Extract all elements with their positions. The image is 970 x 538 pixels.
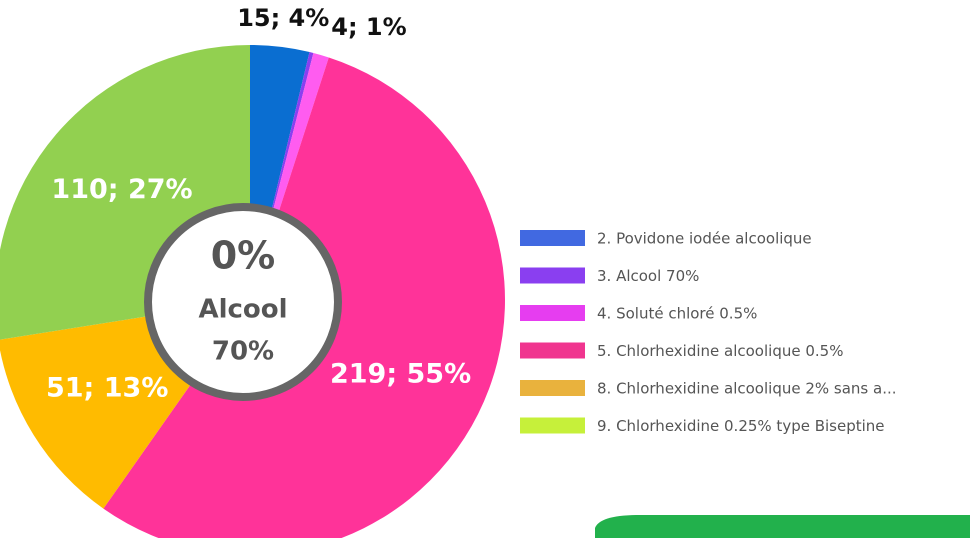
data-label: 219; 55% [330, 359, 471, 390]
data-label: 15; 4% [237, 4, 329, 32]
legend-swatch [520, 305, 585, 321]
decor-shape [595, 515, 970, 538]
legend-label: 3. Alcool 70% [597, 267, 699, 285]
legend-label: 5. Chlorhexidine alcoolique 0.5% [597, 342, 843, 360]
legend-label: 4. Soluté chloré 0.5% [597, 305, 757, 323]
legend-label: 8. Chlorhexidine alcoolique 2% sans a... [597, 380, 897, 398]
data-label: 110; 27% [51, 174, 192, 205]
center-label: Alcool [198, 295, 287, 325]
legend-swatch [520, 230, 585, 246]
data-label: 51; 13% [46, 373, 168, 404]
legend-label: 9. Chlorhexidine 0.25% type Biseptine [597, 417, 885, 435]
center-value: 0% [211, 234, 276, 278]
legend-label: 2. Povidone iodée alcoolique [597, 230, 812, 248]
legend-swatch [520, 342, 585, 359]
data-label: 4; 1% [331, 13, 406, 41]
center-label: 70% [212, 337, 274, 367]
legend-swatch [520, 417, 585, 434]
legend-swatch [520, 380, 585, 396]
legend-swatch [520, 267, 585, 284]
center-hole [144, 203, 342, 401]
